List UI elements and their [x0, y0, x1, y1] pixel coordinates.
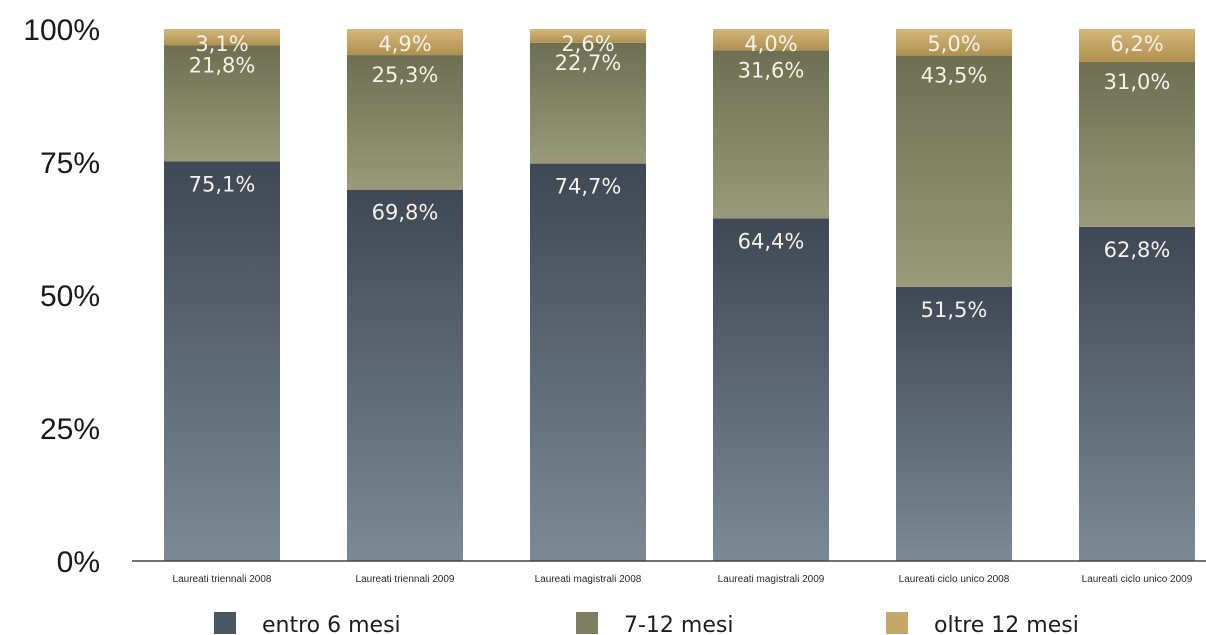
- y-tick-label: 100%: [23, 14, 100, 47]
- x-tick-label: Laureati magistrali 2008: [535, 574, 642, 585]
- bar-segment-entro-6-mesi: [530, 163, 646, 561]
- data-label-7-12-mesi: 21,8%: [189, 53, 256, 77]
- bar-segment-oltre-12-mesi: [713, 29, 829, 51]
- y-tick-label: 50%: [40, 280, 100, 313]
- bar-segment-entro-6-mesi: [347, 189, 463, 561]
- data-label-7-12-mesi: 25,3%: [372, 63, 439, 87]
- bar-segment-entro-6-mesi: [896, 287, 1012, 561]
- data-label-oltre-12-mesi: 2,6%: [561, 32, 614, 56]
- data-label-oltre-12-mesi: 3,1%: [195, 32, 248, 56]
- bar-segment-oltre-12-mesi: [530, 29, 646, 43]
- data-label-oltre-12-mesi: 6,2%: [1110, 32, 1163, 56]
- x-tick-label: Laureati triennali 2008: [173, 574, 272, 585]
- bar-segment-oltre-12-mesi: [164, 29, 280, 46]
- data-label-entro-6-mesi: 69,8%: [372, 201, 439, 225]
- data-label-oltre-12-mesi: 4,9%: [378, 32, 431, 56]
- y-tick-label: 75%: [40, 147, 100, 180]
- bar-segment-7-12-mesi: [530, 42, 646, 164]
- data-label-7-12-mesi: 43,5%: [921, 64, 988, 88]
- x-tick-label: Laureati ciclo unico 2009: [1082, 574, 1193, 585]
- bar-segment-oltre-12-mesi: [347, 29, 463, 56]
- legend-label-oltre-12-mesi: oltre 12 mesi: [934, 613, 1079, 635]
- bar-segment-7-12-mesi: [1079, 61, 1195, 227]
- bar-segment-oltre-12-mesi: [896, 29, 1012, 56]
- data-label-7-12-mesi: 31,6%: [738, 58, 805, 82]
- x-tick-label: Laureati ciclo unico 2008: [899, 574, 1010, 585]
- bar-segment-7-12-mesi: [896, 55, 1012, 288]
- axis-layer: 0% 25% 50% 75% 100% Laureati triennali 2008 La…: [23, 14, 1206, 585]
- legend: entro 6 mesi 7-12 mesi oltre 12 mesi: [214, 612, 1079, 635]
- data-labels-layer: 75,1% 21,8%3,1% 69,8% 25,3% 4,9% 74,7% 22,7%2,…: [189, 32, 1171, 322]
- legend-swatch-oltre-12-mesi: [886, 612, 908, 634]
- x-tick-label: Laureati triennali 2009: [356, 574, 455, 585]
- bar-segment-7-12-mesi: [164, 45, 280, 162]
- data-label-entro-6-mesi: 62,8%: [1104, 238, 1171, 262]
- x-tick-label: Laureati magistrali 2009: [718, 574, 825, 585]
- legend-label-entro-6-mesi: entro 6 mesi: [262, 613, 401, 635]
- data-label-entro-6-mesi: 64,4%: [738, 229, 805, 253]
- data-label-7-12-mesi: 22,7%: [555, 51, 622, 75]
- bar-segment-entro-6-mesi: [713, 218, 829, 561]
- data-label-entro-6-mesi: 75,1%: [189, 172, 256, 196]
- legend-swatch-7-12-mesi: [576, 612, 598, 634]
- bar-segment-7-12-mesi: [713, 50, 829, 219]
- legend-label-7-12-mesi: 7-12 mesi: [624, 613, 733, 635]
- bar-segment-oltre-12-mesi: [1079, 29, 1195, 62]
- data-label-7-12-mesi: 31,0%: [1104, 70, 1171, 94]
- data-label-oltre-12-mesi: 5,0%: [927, 32, 980, 56]
- data-label-oltre-12-mesi: 4,0%: [744, 32, 797, 56]
- bar-segment-entro-6-mesi: [164, 161, 280, 561]
- bars-layer: [164, 29, 1195, 562]
- data-label-entro-6-mesi: 74,7%: [555, 175, 622, 199]
- bar-segment-entro-6-mesi: [1079, 226, 1195, 562]
- y-tick-label: 0%: [57, 546, 100, 579]
- y-tick-label: 25%: [40, 413, 100, 446]
- bar-segment-7-12-mesi: [347, 55, 463, 190]
- legend-swatch-entro-6-mesi: [214, 612, 236, 634]
- data-label-entro-6-mesi: 51,5%: [921, 298, 988, 322]
